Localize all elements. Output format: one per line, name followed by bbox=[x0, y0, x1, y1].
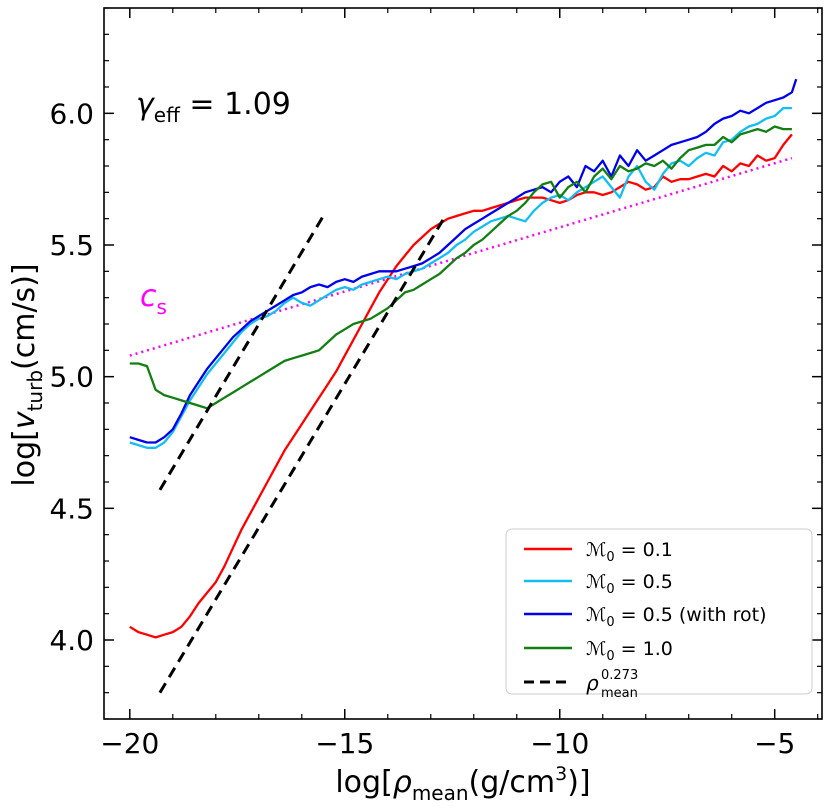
y-axis-label: log[vturb(cm/s)] bbox=[7, 263, 47, 486]
legend: ℳ0 = 0.1 ℳ0 = 0.5 ℳ0 = 0.5 (with rot) ℳ0… bbox=[505, 528, 813, 701]
legend-label-dashed: ρ 0.273 mean bbox=[586, 664, 643, 701]
x-tick-label: −5 bbox=[754, 727, 795, 760]
y-tick-label: 5.0 bbox=[49, 361, 94, 394]
plot-frame bbox=[103, 7, 823, 720]
legend-label-red: ℳ0 = 0.1 bbox=[586, 539, 673, 565]
y-tick-label: 4.0 bbox=[49, 624, 94, 657]
cs-label: cs bbox=[140, 279, 167, 319]
x-axis-label: log[ρmean(g/cm3)] bbox=[335, 763, 590, 805]
x-tick-label: −20 bbox=[100, 727, 159, 760]
x-tick-label: −15 bbox=[315, 727, 374, 760]
axes: −20 −15 −10 −5 4.0 4.5 5.0 5.5 6.0 bbox=[49, 7, 823, 760]
power-law-line-2 bbox=[158, 217, 445, 694]
cs-dotted-line bbox=[129, 156, 793, 357]
legend-label-cyan: ℳ0 = 0.5 bbox=[586, 571, 673, 597]
gamma-annotation: γeff = 1.09 bbox=[136, 87, 291, 127]
legend-label-green: ℳ0 = 1.0 bbox=[586, 638, 673, 664]
plot-lines bbox=[129, 78, 798, 694]
x-tick-label: −10 bbox=[530, 727, 589, 760]
legend-label-blue: ℳ0 = 0.5 (with rot) bbox=[586, 604, 767, 630]
y-tick-label: 6.0 bbox=[49, 97, 94, 130]
series-line-2 bbox=[129, 106, 792, 449]
y-tick-label: 4.5 bbox=[49, 492, 94, 525]
series-line-3 bbox=[129, 78, 798, 444]
series-line-4 bbox=[129, 125, 792, 410]
y-tick-label: 5.5 bbox=[49, 229, 94, 262]
legend-box bbox=[505, 528, 813, 695]
series-line-1 bbox=[129, 133, 793, 639]
